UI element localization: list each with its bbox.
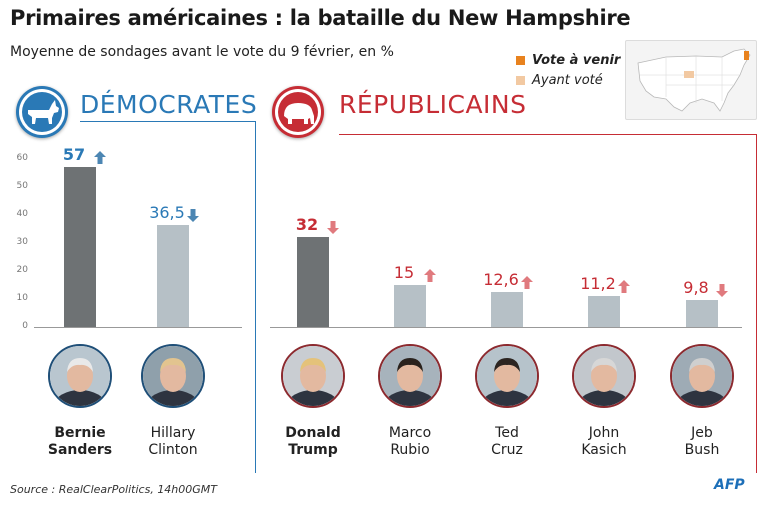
rep-candidate-name: Ted Cruz: [462, 425, 552, 459]
legend-swatch-voted: [516, 75, 525, 85]
dem-value-label: 57: [62, 145, 86, 165]
rep-candidate-name: Jeb Bush: [657, 425, 747, 459]
arrow-up-icon: [424, 267, 436, 282]
us-map: [625, 40, 757, 120]
candidate-name-line: Rubio: [390, 442, 430, 458]
elephant-icon: [275, 89, 321, 135]
arrow-down-icon: [187, 207, 199, 222]
democrats-frame-right: [255, 121, 256, 473]
legend-label-voted: Ayant voté: [532, 72, 603, 88]
chart-subtitle: Moyenne de sondages avant le vote du 9 f…: [10, 44, 394, 60]
candidate-name-line: Bush: [684, 442, 720, 458]
rep-bar: [297, 237, 329, 327]
candidate-name-line: Kasich: [581, 442, 627, 458]
legend-swatch-upcoming: [516, 55, 525, 65]
dem-candidate-photo: [48, 344, 112, 408]
candidate-name-line: John: [588, 425, 620, 441]
rep-value-label: 12,6: [483, 269, 519, 289]
dem-candidate-name: Hillary Clinton: [128, 425, 218, 459]
republicans-frame-top: [339, 134, 757, 135]
us-map-graphic: [637, 48, 751, 112]
rep-candidate-name: John Kasich: [559, 425, 649, 459]
candidate-name-line: Bernie: [54, 425, 106, 441]
y-tick-label: 10: [16, 293, 28, 303]
dem-bar: [157, 224, 189, 327]
candidate-name-line: Trump: [288, 442, 338, 458]
dem-candidate-photo: [141, 344, 205, 408]
rep-bar: [491, 291, 523, 327]
dem-candidate-name: Bernie Sanders: [35, 425, 125, 459]
afp-logo: AFP: [714, 477, 745, 493]
republican-logo: [272, 86, 324, 138]
arrow-down-icon: [716, 282, 728, 297]
republicans-baseline: [270, 327, 742, 328]
iowa-state: [684, 71, 694, 78]
republicans-title: RÉPUBLICAINS: [339, 90, 527, 119]
rep-bar: [686, 299, 718, 327]
arrow-up-icon: [618, 278, 630, 293]
rep-candidate-photo: [670, 344, 734, 408]
y-tick-label: 20: [16, 265, 28, 275]
y-tick-label: 0: [22, 321, 28, 331]
rep-value-label: 9,8: [683, 277, 709, 297]
candidate-name-line: Cruz: [491, 442, 523, 458]
arrow-up-icon: [94, 149, 106, 165]
y-tick-label: 30: [16, 237, 28, 247]
candidate-name-line: Clinton: [148, 442, 198, 458]
rep-candidate-photo: [281, 344, 345, 408]
rep-bar: [588, 295, 620, 327]
candidate-name-line: Jeb: [691, 425, 713, 441]
rep-value-label: 15: [393, 263, 415, 282]
democrats-baseline: [34, 327, 242, 328]
rep-candidate-photo: [378, 344, 442, 408]
dem-bar: [64, 167, 96, 327]
democrats-title: DÉMOCRATES: [80, 90, 258, 119]
arrow-down-icon: [327, 219, 339, 235]
rep-candidate-name: Donald Trump: [268, 425, 358, 459]
candidate-name-line: Sanders: [47, 442, 113, 458]
legend: Vote à venir Ayant voté: [516, 50, 620, 90]
donkey-icon: [19, 89, 65, 135]
y-tick-label: 60: [16, 153, 28, 163]
rep-candidate-name: Marco Rubio: [365, 425, 455, 459]
candidate-name-line: Marco: [388, 425, 432, 441]
legend-label-upcoming: Vote à venir: [532, 52, 621, 68]
y-tick-label: 50: [16, 181, 28, 191]
dem-value-label: 36,5: [149, 202, 185, 222]
candidate-name-line: Donald: [285, 425, 341, 441]
rep-candidate-photo: [572, 344, 636, 408]
candidate-name-line: Ted: [495, 425, 519, 441]
y-tick-label: 40: [16, 209, 28, 219]
new-hampshire-state: [744, 51, 749, 60]
arrow-up-icon: [521, 274, 533, 289]
republicans-frame-right: [756, 134, 757, 473]
source-note: Source : RealClearPolitics, 14h00GMT: [10, 483, 218, 496]
chart-title: Primaires américaines : la bataille du N…: [10, 6, 631, 30]
candidate-name-line: Hillary: [150, 425, 196, 441]
rep-value-label: 32: [295, 215, 319, 235]
democrat-logo: [16, 86, 68, 138]
rep-value-label: 11,2: [580, 273, 616, 293]
legend-item-upcoming: Vote à venir: [516, 50, 620, 70]
legend-item-voted: Ayant voté: [516, 70, 620, 90]
democrats-frame-top: [80, 121, 256, 122]
rep-bar: [394, 285, 426, 327]
rep-candidate-photo: [475, 344, 539, 408]
